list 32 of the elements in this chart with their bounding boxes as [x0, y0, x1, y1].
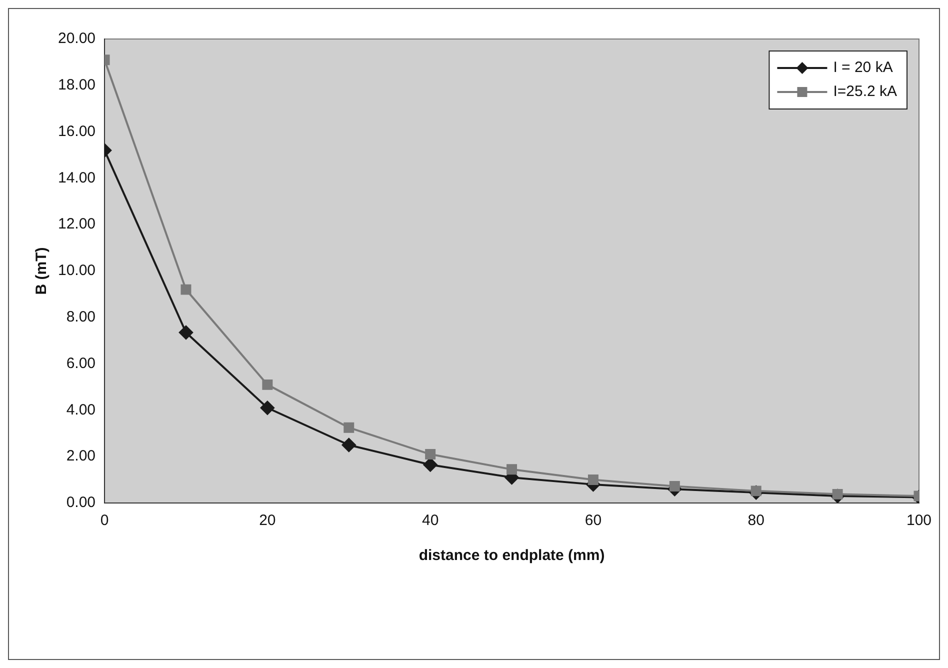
point — [425, 449, 436, 460]
point — [342, 438, 356, 452]
y-tick-label: 18.00 — [58, 76, 96, 94]
y-tick-label: 2.00 — [66, 448, 96, 465]
legend-label: I = 20 kA — [833, 59, 893, 76]
x-tick-label: 100 — [906, 512, 932, 530]
y-tick-label: 8.00 — [66, 308, 96, 326]
y-tick-label: 20.00 — [58, 30, 96, 48]
y-tick-label: 4.00 — [66, 401, 96, 418]
y-tick-label: 14.00 — [58, 169, 96, 186]
point — [260, 400, 274, 415]
legend-label: I=25.2 kA — [833, 83, 898, 100]
x-tick-label: 0 — [100, 512, 109, 530]
y-tick-label: 16.00 — [58, 122, 96, 140]
point — [588, 474, 598, 486]
point — [423, 458, 438, 472]
x-tick-label: 60 — [584, 512, 602, 530]
y-tick-label: 10.00 — [58, 262, 96, 280]
point — [506, 464, 518, 475]
y-tick-label: 12.00 — [58, 216, 96, 233]
y-axis-title: B (mT) — [33, 247, 50, 295]
x-tick-label: 40 — [422, 512, 439, 530]
x-axis-title: distance to endplate (mm) — [418, 547, 605, 564]
y-tick-label: 0.00 — [66, 494, 96, 512]
point — [178, 325, 193, 340]
x-tick-label: 20 — [259, 512, 276, 530]
y-tick-label: 6.00 — [66, 354, 96, 372]
point — [262, 379, 273, 390]
x-tick-label: 80 — [748, 512, 764, 530]
point — [344, 422, 354, 433]
point — [180, 284, 192, 295]
point — [669, 481, 680, 492]
